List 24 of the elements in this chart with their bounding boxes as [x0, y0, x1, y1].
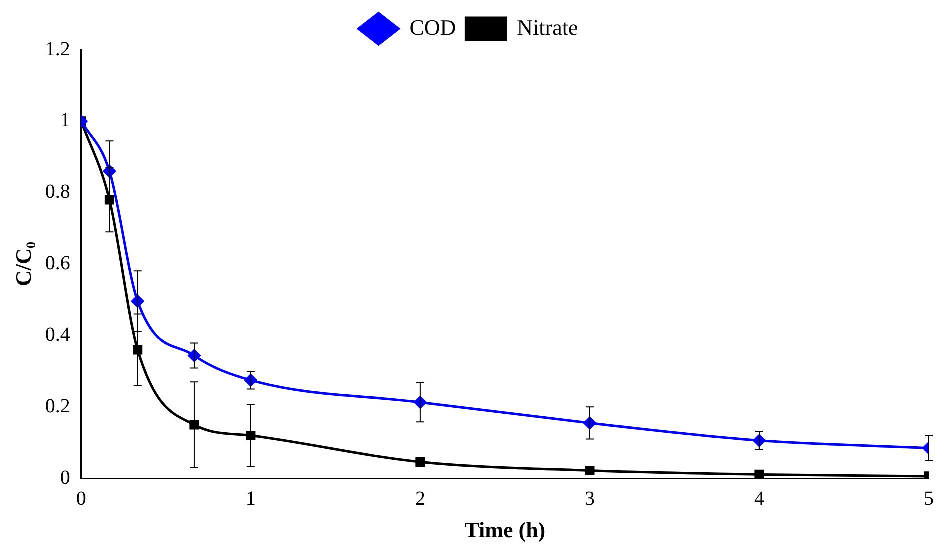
point	[190, 420, 200, 430]
y-axis-title: C/C₀	[10, 242, 36, 287]
y-tick-label: 0.4	[45, 324, 70, 346]
x-tick-label: 5	[924, 488, 934, 510]
y-tick-label: 1.2	[45, 38, 70, 60]
point	[416, 457, 426, 467]
point	[246, 430, 256, 441]
y-tick-label: 0	[60, 466, 70, 489]
point	[133, 345, 143, 355]
legend-label: COD	[410, 14, 456, 40]
legend-label: Nitrate	[517, 14, 578, 40]
point	[754, 470, 764, 479]
y-tick-label: 0.2	[45, 395, 70, 418]
y-tick-label: 0.6	[45, 252, 70, 275]
point	[104, 195, 114, 205]
x-tick-label: 1	[246, 488, 256, 510]
y-tick-label: 1	[60, 110, 70, 132]
x-tick-label: 0	[76, 488, 86, 510]
point	[585, 466, 595, 476]
x-axis-title: Time (h)	[464, 517, 546, 542]
x-tick-label: 2	[415, 488, 426, 510]
x-tick-label: 4	[754, 488, 764, 510]
x-tick-label: 3	[584, 488, 595, 510]
y-tick-label: 0.8	[45, 181, 70, 204]
